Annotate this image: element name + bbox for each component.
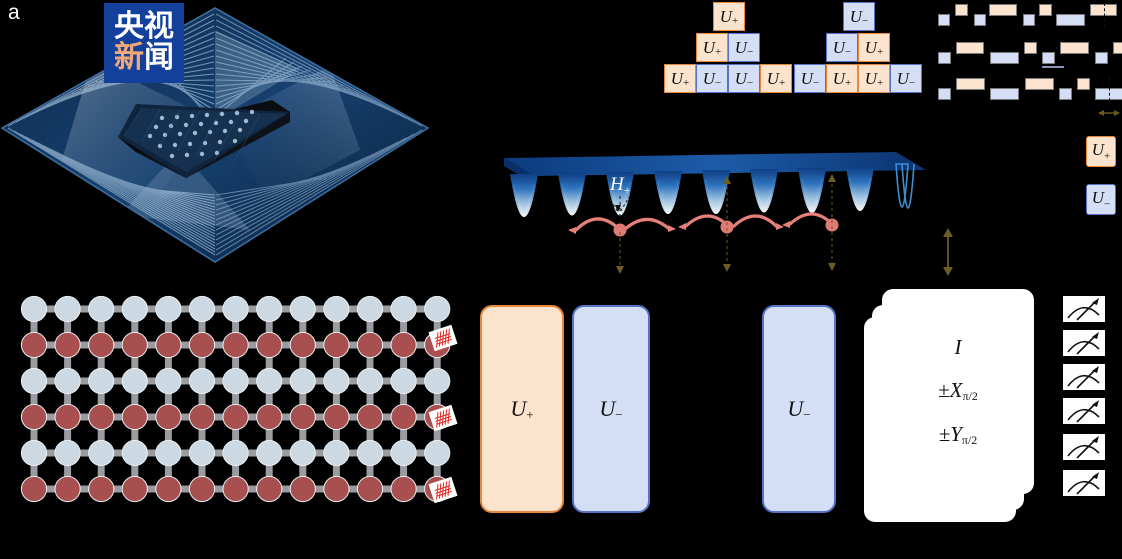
pulse-block-down	[1023, 14, 1035, 26]
gate-token-u-minus[interactable]: U−	[890, 64, 922, 93]
gate-box-u-minus-1[interactable]: U−	[572, 305, 650, 513]
pulse-dashed-marker	[1104, 3, 1105, 27]
gate-token-label: U−	[896, 68, 916, 89]
gate-token-label: U−	[702, 68, 722, 89]
measurement-meter-icon	[1063, 296, 1105, 322]
pulse-block-down	[1056, 14, 1085, 26]
pulse-block-up	[1060, 42, 1089, 54]
watermark-line-2: 新 闻	[114, 41, 174, 74]
gate-token-label: U+	[670, 68, 690, 89]
measurement-meter-icon	[1063, 364, 1105, 390]
gate-token-u-plus[interactable]: U+	[826, 64, 858, 93]
gate-token-label: U+	[832, 68, 852, 89]
pulse-block-down	[990, 88, 1019, 100]
gate-token-u-minus[interactable]: U−	[826, 33, 858, 62]
gate-token-label: U−	[800, 68, 820, 89]
measurement-meter-icon	[1063, 434, 1105, 460]
vertical-double-arrow	[938, 228, 958, 276]
panel-label: a	[8, 1, 20, 24]
pulse-block-up	[1025, 78, 1054, 90]
gate-token-u-minus[interactable]: U−	[728, 33, 760, 62]
pulse-block-up	[956, 78, 985, 90]
qubit-lattice	[20, 295, 470, 525]
pulse-underline	[1042, 66, 1064, 68]
gate-box-u-minus-2[interactable]: U−	[762, 305, 836, 513]
drive-pulse-icon	[428, 323, 458, 353]
gate-pyramid-plus: U+ U+ U− U+ U− U− U+	[660, 0, 800, 100]
pulse-block-down	[1042, 52, 1055, 64]
gate-token-label: U+	[719, 6, 739, 27]
gate-token-label: U+	[864, 37, 884, 58]
quantum-chip-illustration	[0, 0, 430, 290]
gate-token-u-plus[interactable]: U+	[858, 33, 890, 62]
gate-token-label: U+	[702, 37, 722, 58]
tomo-line-identity: I	[954, 335, 962, 359]
measurement-meter-icon	[1063, 330, 1105, 356]
gate-box-u-plus[interactable]: U+	[480, 305, 564, 513]
pulse-block-up	[989, 4, 1017, 16]
pulse-block-down	[938, 52, 951, 64]
pulse-block-up	[956, 42, 984, 54]
cctv-news-watermark: 央 视 新 闻	[104, 3, 184, 83]
gate-token-u-plus[interactable]: U+	[760, 64, 792, 93]
pulse-block-down	[990, 52, 1019, 64]
measurement-meter-icon	[1063, 470, 1105, 496]
tomo-line-x: ±Xπ/2	[938, 378, 978, 403]
gate-box-label: U−	[599, 395, 623, 422]
pulse-block-down	[938, 88, 951, 100]
gate-token-u-plus[interactable]: U+	[696, 33, 728, 62]
pulse-block-up	[1090, 4, 1117, 16]
legend-u-plus-label: U+	[1091, 140, 1111, 163]
pulse-duration-arrow	[1098, 104, 1120, 116]
measurement-meters	[1063, 296, 1113, 526]
gate-token-label: U−	[849, 6, 869, 27]
gate-token-label: U−	[832, 37, 852, 58]
gate-token-u-minus[interactable]: U−	[843, 2, 875, 31]
pulse-block-up	[1113, 42, 1122, 54]
gate-token-u-minus[interactable]: U−	[728, 64, 760, 93]
legend-u-minus: U−	[1086, 184, 1116, 215]
gate-token-label: U+	[766, 68, 786, 89]
drive-pulse-icon	[428, 403, 458, 433]
pulse-block-down	[1059, 88, 1072, 100]
gate-token-u-minus[interactable]: U−	[696, 64, 728, 93]
gate-pyramid-minus: U− U− U+ U− U+ U+ U−	[790, 0, 930, 100]
pulse-block-up	[1077, 78, 1090, 90]
gate-token-label: U−	[734, 68, 754, 89]
legend-u-minus-label: U−	[1091, 188, 1111, 211]
gate-box-label: U−	[787, 395, 811, 422]
pulse-block-down	[1095, 52, 1108, 64]
gate-token-u-plus[interactable]: U+	[664, 64, 696, 93]
energy-landscape: H+	[490, 140, 930, 290]
pulse-dashed-marker	[1109, 77, 1110, 101]
pulse-block-down	[1095, 88, 1122, 100]
gate-token-u-minus[interactable]: U−	[794, 64, 826, 93]
tomo-line-y: ±Yπ/2	[938, 422, 978, 447]
tomography-card[interactable]: I ±Xπ/2 ±Yπ/2	[882, 289, 1034, 494]
measurement-meter-icon	[1063, 398, 1105, 424]
drive-pulse-icon	[428, 475, 458, 505]
pulse-block-down	[938, 14, 950, 26]
pulse-sequence-diagrams	[938, 2, 1122, 116]
pulse-block-up	[955, 4, 968, 16]
gate-token-label: U−	[734, 37, 754, 58]
gate-token-u-plus[interactable]: U+	[713, 2, 745, 31]
gate-token-label: U+	[864, 68, 884, 89]
gate-box-label: U+	[510, 395, 534, 422]
legend-u-plus: U+	[1086, 136, 1116, 167]
watermark-line-1: 央 视	[114, 10, 174, 44]
pulse-block-down	[974, 14, 986, 26]
gate-token-u-plus[interactable]: U+	[858, 64, 890, 93]
pulse-block-up	[1024, 42, 1037, 54]
pulse-block-up	[1039, 4, 1052, 16]
